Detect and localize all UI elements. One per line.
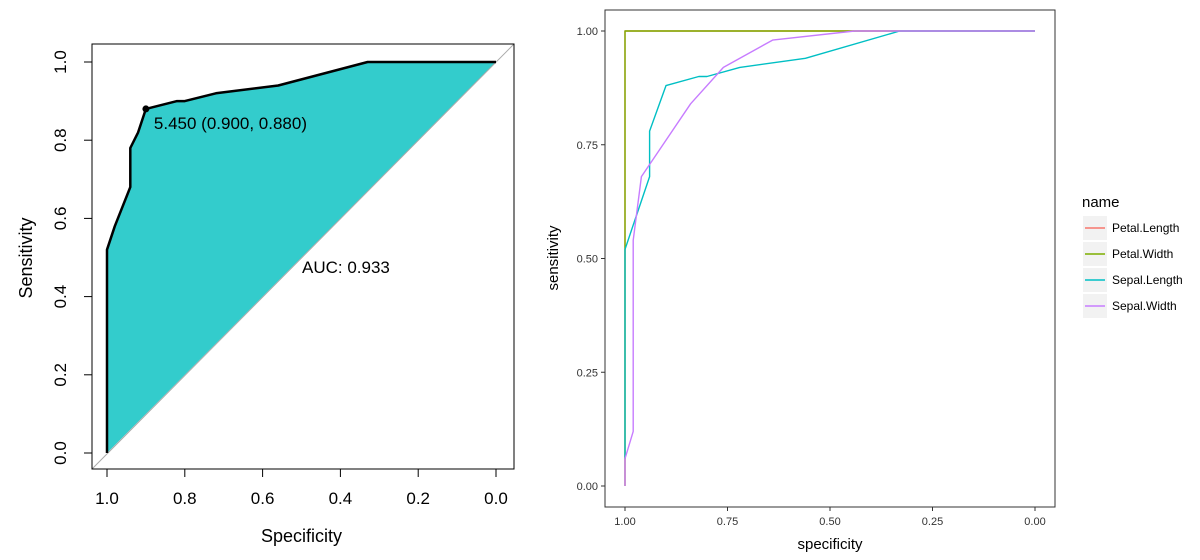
roc-x-tick-label: 0.6: [251, 489, 275, 508]
gg-plot-box: [604, 9, 1056, 508]
roc-y-tick-label: 0.0: [51, 441, 70, 465]
gg-x-tick-label: 0.50: [819, 516, 840, 528]
roc-y-tick-label: 0.8: [51, 128, 70, 152]
gg-y-tick-label: 0.00: [577, 481, 598, 493]
roc-y-tick-label: 0.2: [51, 363, 70, 387]
legend-label-sepal-length: Sepal.Length: [1112, 273, 1183, 287]
series-line-sepal-width: [624, 30, 1035, 486]
legend-label-petal-length: Petal.Length: [1112, 221, 1179, 235]
ggplot-panel: 1.00 0.75 0.50 0.25 0.00 specificity 0.00 0.25 0…: [545, 9, 1183, 553]
roc-auc-label: AUC: 0.933: [302, 258, 390, 277]
roc-x-tick-label: 0.0: [484, 489, 508, 508]
legend-label-petal-width: Petal.Width: [1112, 247, 1173, 261]
roc-y-tick-label: 0.4: [51, 285, 70, 309]
gg-x-tick-label: 0.00: [1024, 516, 1045, 528]
roc-panel: 5.450 (0.900, 0.880) AUC: 0.933 1.0 0.8 0.6 0…: [16, 43, 515, 546]
roc-x-tick-label: 0.8: [173, 489, 197, 508]
roc-y-tick-label: 0.6: [51, 207, 70, 231]
gg-x-tick-label: 0.75: [717, 516, 738, 528]
gg-y-axis-title: sensitivity: [545, 225, 562, 291]
roc-x-tick-label: 1.0: [95, 489, 119, 508]
roc-y-tick-label: 1.0: [51, 50, 70, 74]
roc-x-tick-label: 0.4: [329, 489, 353, 508]
series-line-sepal-length: [624, 30, 1035, 459]
roc-threshold-point: [142, 105, 150, 113]
legend-title: name: [1082, 194, 1120, 211]
roc-x-tick-label: 0.2: [406, 489, 430, 508]
gg-x-axis-title: specificity: [797, 536, 863, 553]
roc-threshold-label: 5.450 (0.900, 0.880): [154, 114, 307, 133]
roc-x-axis-title: Specificity: [261, 526, 342, 546]
roc-diagonal-line: [91, 43, 515, 470]
legend-label-sepal-width: Sepal.Width: [1112, 299, 1177, 313]
gg-y-tick-label: 0.75: [577, 140, 598, 152]
gg-x-tick-label: 0.25: [922, 516, 943, 528]
gg-y-tick-label: 0.25: [577, 367, 598, 379]
roc-y-axis-title: Sensitivity: [16, 217, 36, 298]
gg-y-tick-label: 1.00: [577, 26, 598, 38]
gg-y-tick-label: 0.50: [577, 254, 598, 266]
gg-x-tick-label: 1.00: [614, 516, 635, 528]
